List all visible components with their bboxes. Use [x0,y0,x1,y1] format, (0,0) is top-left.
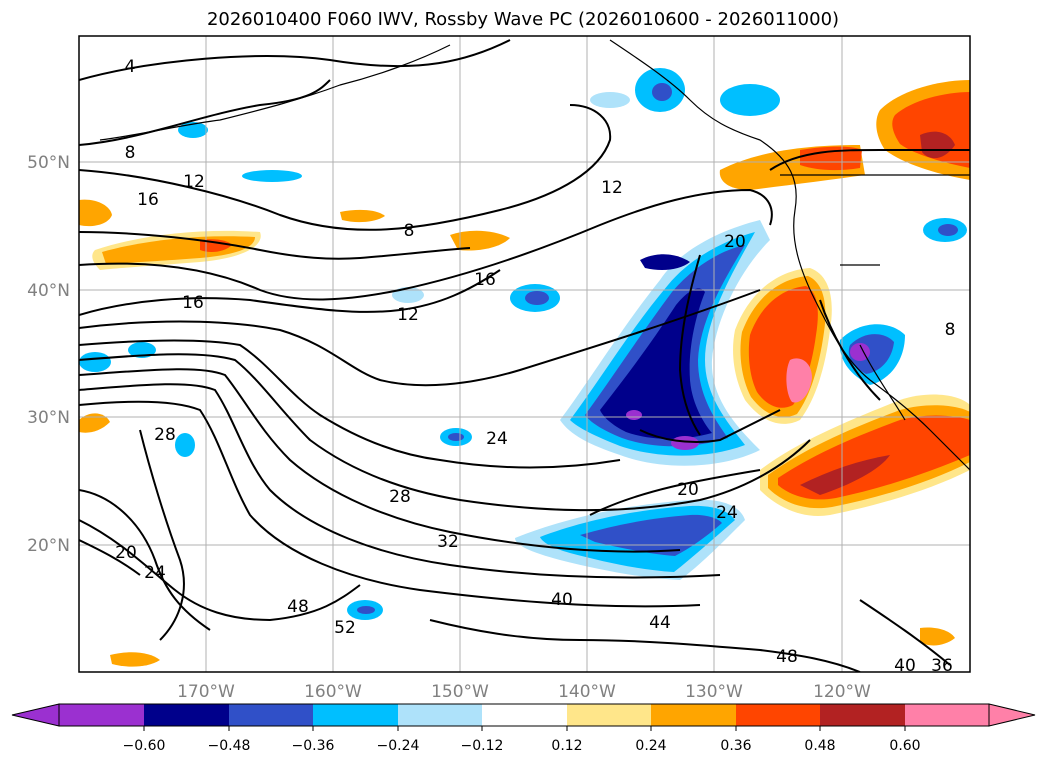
colorbar-swatch [736,704,820,726]
contour-label: 28 [389,487,411,507]
lat-tick-label: 50°N [27,153,70,173]
lon-tick-label: 130°W [685,682,743,702]
contour-label: 36 [931,656,953,676]
colorbar: −0.60 −0.48 −0.36 −0.24 −0.12 0.12 0.24 … [11,703,1036,754]
lon-tick-label: 160°W [304,682,362,702]
colorbar-tick-label: 0.36 [720,738,751,754]
colorbar-swatch [313,704,398,726]
colorbar-tick-label: 0.60 [889,738,920,754]
lon-tick-label: 140°W [558,682,616,702]
colorbar-tick-label: 0.12 [551,738,582,754]
lat-tick-label: 20°N [27,536,70,556]
contour-label: 32 [437,532,459,552]
contour-label: 24 [486,429,508,449]
lon-axis: 170°W 160°W 150°W 140°W 130°W 120°W [177,682,871,702]
figure-title: 2026010400 F060 IWV, Rossby Wave PC (202… [207,9,839,30]
contour-label: 8 [404,221,415,241]
coastlines [99,39,970,471]
colorbar-tick-label: −0.12 [461,738,504,754]
colorbar-tick-label: −0.60 [123,738,166,754]
colorbar-tick-label: 0.24 [635,738,666,754]
lat-tick-label: 30°N [27,408,70,428]
contour-label: 12 [601,178,623,198]
colorbar-tick-label: −0.36 [292,738,335,754]
contour-label: 40 [551,590,573,610]
iwv-contours [79,39,970,672]
lon-tick-label: 150°W [431,682,489,702]
contour-label: 16 [182,293,204,313]
contour-label: 8 [125,143,136,163]
contour-label: 48 [287,597,309,617]
map-frame [78,35,971,673]
colorbar-swatch [229,704,313,726]
colorbar-tick-label: −0.48 [208,738,251,754]
contour-label: 12 [183,172,205,192]
colorbar-swatch [482,704,567,726]
contour-label: 24 [144,563,166,583]
contour-labels: 4 8 12 16 16 12 8 12 16 20 24 28 28 20 2… [115,57,955,676]
contour-label: 20 [724,232,746,252]
colorbar-swatch [567,704,651,726]
contour-label: 24 [716,503,738,523]
contour-label: 44 [649,613,671,633]
colorbar-extend-right [988,703,1036,727]
colorbar-swatch [905,704,989,726]
contour-label: 8 [945,320,956,340]
contour-label: 4 [125,57,136,77]
lat-axis: 50°N 40°N 30°N 20°N [27,153,70,556]
colorbar-extend-left [11,703,60,727]
grid-lines [79,36,970,672]
colorbar-swatch [59,704,144,726]
colorbar-swatch [651,704,736,726]
contour-label: 16 [474,270,496,290]
map-panel [79,36,970,672]
contour-label: 20 [677,480,699,500]
lon-tick-label: 120°W [813,682,871,702]
contour-label: 40 [894,656,916,676]
colorbar-swatch [144,704,229,726]
contour-label: 48 [776,647,798,667]
lat-tick-label: 40°N [27,281,70,301]
contour-label: 28 [154,425,176,445]
contour-label: 12 [397,305,419,325]
colorbar-tick-label: 0.48 [804,738,835,754]
lon-tick-label: 170°W [177,682,235,702]
contour-label: 20 [115,543,137,563]
contour-label: 52 [334,618,356,638]
contour-label: 16 [137,190,159,210]
colorbar-tick-label: −0.24 [377,738,420,754]
colorbar-swatch [398,704,482,726]
colorbar-swatch [820,704,905,726]
anomaly-shading [79,68,970,667]
